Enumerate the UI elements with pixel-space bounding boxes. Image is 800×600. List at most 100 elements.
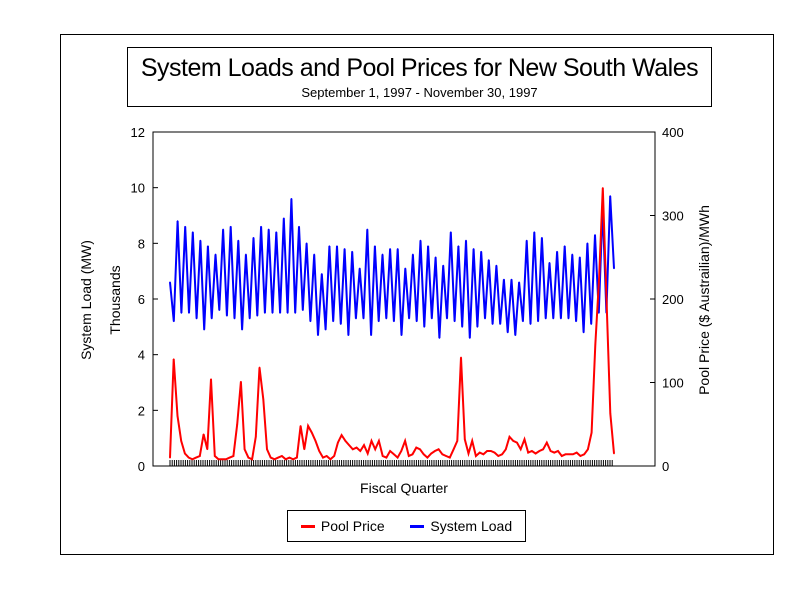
data-point — [609, 412, 612, 415]
data-point — [191, 231, 194, 233]
data-point — [214, 253, 217, 256]
data-point — [408, 317, 410, 320]
data-point — [255, 435, 257, 438]
data-point — [284, 458, 287, 461]
data-point — [491, 323, 494, 325]
data-point — [587, 448, 589, 451]
data-point — [549, 450, 552, 452]
data-point — [267, 228, 270, 231]
y-left-tick-label: 12 — [131, 125, 145, 140]
data-point — [195, 317, 198, 320]
data-point — [557, 450, 559, 452]
chart-title: System Loads and Pool Prices for New Sou… — [140, 54, 699, 82]
data-point — [572, 453, 574, 456]
data-point — [307, 425, 309, 427]
data-point — [471, 440, 474, 442]
data-point — [290, 198, 293, 200]
data-point — [400, 450, 403, 452]
data-point — [404, 440, 406, 442]
data-point — [586, 242, 589, 245]
data-point — [229, 225, 232, 228]
data-point — [538, 450, 541, 452]
data-point — [541, 236, 543, 239]
data-point — [188, 312, 190, 314]
data-point — [415, 320, 418, 323]
data-point — [450, 231, 452, 233]
data-point — [419, 239, 422, 242]
data-point — [396, 456, 399, 459]
data-point — [318, 450, 321, 452]
data-point — [226, 314, 228, 317]
data-point — [564, 453, 567, 456]
data-point — [243, 448, 246, 451]
data-point — [423, 326, 426, 328]
data-point — [233, 317, 236, 320]
data-point — [522, 320, 524, 323]
data-point — [426, 456, 429, 459]
data-point — [465, 239, 467, 242]
data-point — [602, 187, 604, 189]
data-point — [400, 334, 403, 336]
data-point — [510, 278, 513, 281]
data-point — [320, 273, 323, 275]
data-point — [512, 440, 515, 442]
data-point — [534, 452, 537, 455]
data-point — [374, 245, 376, 247]
data-point — [305, 242, 308, 245]
data-point — [613, 267, 615, 270]
data-point — [355, 446, 358, 449]
data-point — [501, 453, 503, 456]
data-point — [225, 458, 227, 461]
legend: Pool Price System Load — [287, 510, 526, 542]
data-point — [514, 334, 517, 336]
data-point — [598, 277, 600, 279]
data-point — [445, 455, 447, 457]
data-point — [609, 195, 612, 197]
data-point — [218, 309, 221, 311]
data-point — [228, 456, 231, 459]
data-point — [240, 380, 242, 383]
data-point — [590, 323, 593, 325]
data-point — [525, 239, 528, 242]
data-point — [314, 440, 317, 442]
data-point — [508, 435, 511, 438]
y-left-tick-label: 10 — [131, 181, 145, 196]
data-point — [504, 448, 507, 451]
data-point — [582, 331, 585, 334]
data-point — [575, 451, 578, 454]
data-point — [245, 253, 247, 256]
data-point — [434, 256, 437, 259]
data-point — [404, 267, 407, 270]
legend-label: Pool Price — [320, 518, 385, 534]
data-point — [516, 441, 518, 444]
data-point — [217, 458, 220, 461]
data-point — [594, 344, 597, 346]
data-point — [277, 456, 280, 459]
chart-frame — [60, 34, 774, 555]
y-left-tick-label: 0 — [138, 459, 145, 474]
data-point — [329, 458, 332, 461]
data-point — [191, 458, 194, 461]
data-point — [567, 317, 570, 320]
data-point — [241, 328, 243, 331]
data-point — [381, 253, 384, 256]
data-point — [199, 239, 202, 242]
data-point — [317, 334, 319, 336]
data-point — [377, 320, 380, 323]
data-point — [337, 441, 339, 444]
data-point — [568, 453, 571, 456]
legend-item-pool-price: Pool Price — [300, 518, 385, 534]
data-point — [298, 225, 300, 228]
data-point — [288, 456, 291, 459]
y-right-tick-label: 100 — [662, 376, 684, 391]
data-point — [446, 317, 448, 320]
data-point — [486, 450, 488, 452]
data-point — [299, 425, 302, 427]
data-point — [575, 320, 577, 323]
data-point — [313, 253, 316, 256]
data-point — [529, 323, 532, 325]
data-point — [393, 320, 395, 323]
data-point — [269, 456, 272, 459]
data-point — [389, 248, 391, 250]
